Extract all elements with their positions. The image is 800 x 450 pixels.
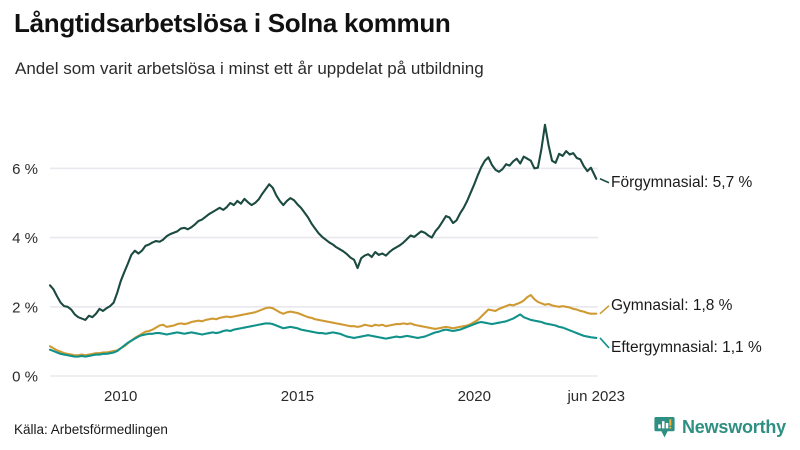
brand-name: Newsworthy bbox=[681, 417, 786, 437]
chart-subtitle: Andel som varit arbetslösa i minst ett å… bbox=[15, 59, 484, 78]
y-axis-tick-label: 4 % bbox=[12, 230, 38, 247]
series-line-eftergymnasial bbox=[48, 313, 598, 358]
y-axis-tick-label: 0 % bbox=[12, 369, 38, 386]
series-line-gymnasial bbox=[48, 293, 598, 357]
series-label-förgymnasial: Förgymnasial: 5,7 % bbox=[611, 174, 752, 191]
y-axis-tick-label: 2 % bbox=[12, 299, 38, 316]
newsworthy-logo[interactable]: Newsworthy bbox=[654, 416, 786, 439]
y-axis-ticks: 0 % 2 % 4 % 6 % bbox=[12, 161, 38, 386]
series-labels: Förgymnasial: 5,7 % Gymnasial: 1,8 % Efter… bbox=[599, 174, 762, 356]
x-axis-ticks: 2010 2015 2020 jun 2023 bbox=[104, 388, 625, 405]
series-leader-line bbox=[599, 305, 610, 315]
x-axis-tick-label: 2015 bbox=[281, 388, 314, 405]
x-axis-tick-label: 2020 bbox=[458, 388, 491, 405]
x-axis-tick-label: 2010 bbox=[104, 388, 137, 405]
bar-chart-pin-icon bbox=[654, 417, 675, 438]
series-label-gymnasial: Gymnasial: 1,8 % bbox=[611, 297, 733, 314]
y-axis-tick-label: 6 % bbox=[12, 161, 38, 178]
gridlines bbox=[50, 167, 598, 377]
series-leader-line bbox=[599, 178, 610, 184]
page-title: Långtidsarbetslösa i Solna kommun bbox=[14, 8, 451, 38]
x-axis-tick-label: jun 2023 bbox=[566, 388, 625, 405]
source-note: Källa: Arbetsförmedlingen bbox=[14, 422, 168, 437]
series-label-eftergymnasial: Eftergymnasial: 1,1 % bbox=[611, 339, 762, 356]
series-leader-line bbox=[599, 337, 610, 349]
series-line-förgymnasial bbox=[48, 123, 598, 321]
data-series bbox=[48, 123, 598, 358]
line-chart-plot: 0 % 2 % 4 % 6 % 2010 2015 2020 jun 2023 Förgym… bbox=[12, 123, 762, 405]
